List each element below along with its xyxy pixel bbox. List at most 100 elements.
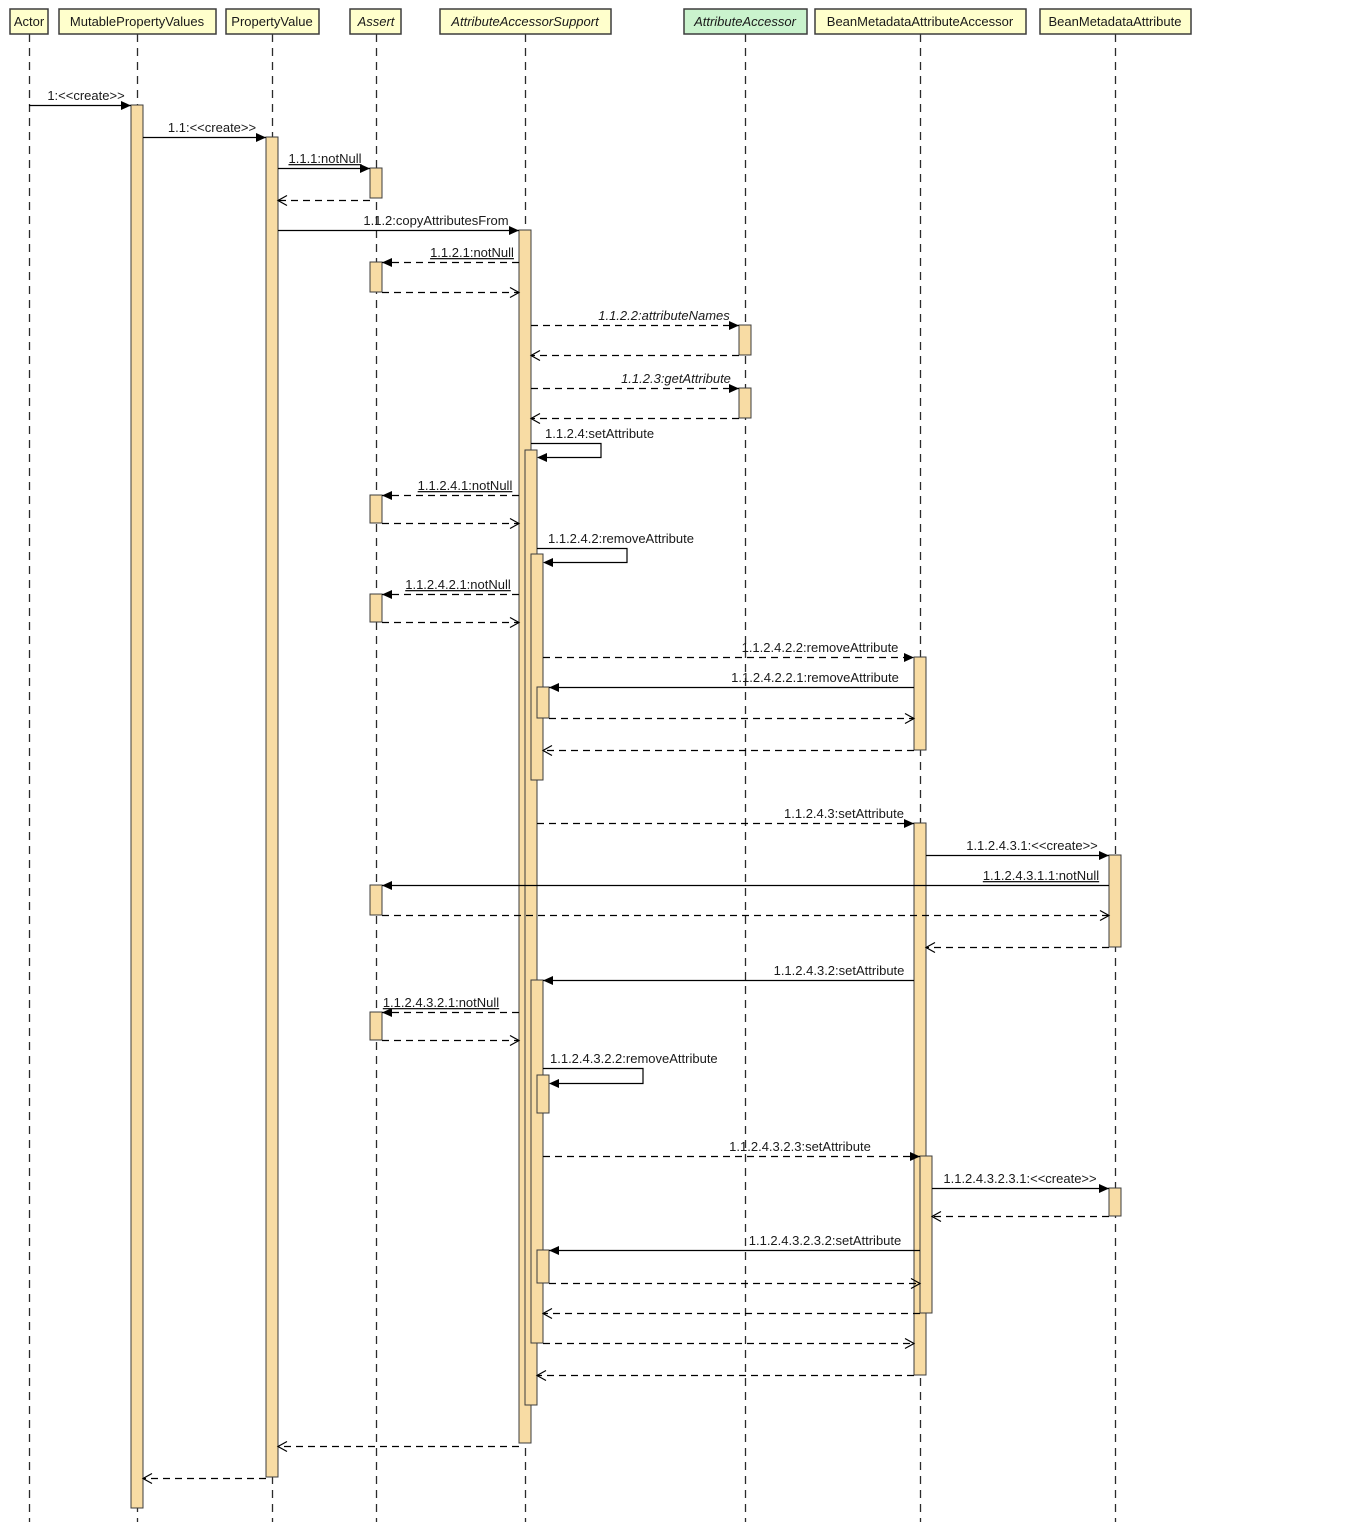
self-message-label: 1.1.2.4.2:removeAttribute bbox=[548, 531, 694, 546]
arrowhead-open bbox=[541, 744, 553, 757]
self-message-line bbox=[531, 442, 602, 459]
activation-bar bbox=[536, 686, 550, 719]
activation-bar bbox=[369, 261, 383, 293]
message-label: 1.1.2.4.3.2.3:setAttribute bbox=[729, 1139, 871, 1154]
arrowhead-filled bbox=[549, 1079, 559, 1088]
arrowhead-filled bbox=[509, 226, 519, 235]
participant-box-Actor bbox=[9, 8, 49, 35]
self-message-line bbox=[543, 1067, 644, 1085]
activation-bar bbox=[130, 104, 144, 1509]
message-label: 1.1.2.4.3.1:<<create>> bbox=[966, 838, 1098, 853]
arrowhead-open bbox=[509, 517, 521, 530]
activation-bar bbox=[913, 656, 927, 751]
arrowhead-open bbox=[910, 1277, 922, 1290]
activation-bar bbox=[1108, 854, 1122, 948]
arrowhead-filled bbox=[1099, 1184, 1109, 1193]
participant-label-BeanMetadataAttribute: BeanMetadataAttribute bbox=[1049, 14, 1182, 29]
arrowhead-filled bbox=[537, 453, 547, 462]
arrowhead-filled bbox=[729, 321, 739, 330]
activation-bar bbox=[738, 324, 752, 356]
arrowhead-filled bbox=[382, 491, 392, 500]
arrowhead-open bbox=[276, 194, 288, 207]
arrowhead-filled bbox=[382, 258, 392, 267]
participant-box-PropertyValue bbox=[225, 8, 320, 35]
participant-label-MutablePropertyValues: MutablePropertyValues bbox=[70, 14, 205, 29]
participant-label-AttributeAccessorSupport: AttributeAccessorSupport bbox=[450, 14, 600, 29]
participant-box-BeanMetadataAttributeAccessor bbox=[814, 8, 1027, 35]
arrowhead-open bbox=[509, 1034, 521, 1047]
arrowhead-open bbox=[529, 349, 541, 362]
activation-bar bbox=[369, 494, 383, 524]
message-label: 1.1.2.4.3.1.1:notNull bbox=[983, 868, 1099, 883]
activation-bar bbox=[530, 979, 544, 1344]
arrowhead-filled bbox=[549, 683, 559, 692]
activation-bar bbox=[369, 167, 383, 199]
message-label: 1.1.2.4.1:notNull bbox=[418, 478, 513, 493]
message-label: 1.1.2.3:getAttribute bbox=[621, 371, 731, 386]
message-label: 1.1.1:notNull bbox=[289, 151, 362, 166]
arrowhead-filled bbox=[543, 976, 553, 985]
message-label: 1.1.2.4.3.2.3.2:setAttribute bbox=[749, 1233, 902, 1248]
activation-bar bbox=[1108, 1187, 1122, 1217]
arrowhead-open bbox=[529, 412, 541, 425]
arrowhead-filled bbox=[729, 384, 739, 393]
activation-bar bbox=[369, 884, 383, 916]
participant-box-Assert bbox=[349, 8, 402, 35]
activation-bar bbox=[265, 136, 279, 1478]
self-message-line bbox=[537, 547, 628, 564]
self-message-label: 1.1.2.4.3.2.2:removeAttribute bbox=[550, 1051, 718, 1066]
message-label: 1.1.2.4.3.2.1:notNull bbox=[383, 995, 499, 1010]
arrowhead-open bbox=[276, 1440, 288, 1453]
message-label: 1:<<create>> bbox=[47, 88, 124, 103]
activation-bar bbox=[919, 1155, 933, 1314]
arrowhead-filled bbox=[256, 133, 266, 142]
participant-label-Assert: Assert bbox=[357, 14, 396, 29]
arrowhead-filled bbox=[904, 819, 914, 828]
activation-bar bbox=[530, 553, 544, 781]
arrowhead-open bbox=[924, 941, 936, 954]
arrowhead-open bbox=[904, 712, 916, 725]
arrowhead-filled bbox=[543, 558, 553, 567]
message-label: 1.1.2.4.2.2:removeAttribute bbox=[742, 640, 899, 655]
message-label: 1.1.2.1:notNull bbox=[430, 245, 514, 260]
participant-box-AttributeAccessor bbox=[683, 8, 808, 35]
arrowhead-filled bbox=[382, 881, 392, 890]
arrowhead-open bbox=[535, 1369, 547, 1382]
self-message-label: 1.1.2.4:setAttribute bbox=[545, 426, 654, 441]
message-label: 1.1:<<create>> bbox=[168, 120, 256, 135]
arrowhead-filled bbox=[1099, 851, 1109, 860]
arrowhead-open bbox=[141, 1472, 153, 1485]
arrowhead-open bbox=[1099, 909, 1111, 922]
participant-box-MutablePropertyValues bbox=[58, 8, 217, 35]
arrowhead-filled bbox=[360, 164, 370, 173]
participant-box-BeanMetadataAttribute bbox=[1039, 8, 1192, 35]
arrowhead-filled bbox=[910, 1152, 920, 1161]
arrowhead-open bbox=[509, 616, 521, 629]
message-label: 1.1.2.4.3.2.3.1:<<create>> bbox=[943, 1171, 1096, 1186]
message-label: 1.1.2.4.3:setAttribute bbox=[784, 806, 904, 821]
activation-bar bbox=[536, 1074, 550, 1114]
activation-bar bbox=[369, 1011, 383, 1041]
message-label: 1.1.2.2:attributeNames bbox=[598, 308, 730, 323]
arrowhead-filled bbox=[382, 590, 392, 599]
message-label: 1.1.2.4.2.2.1:removeAttribute bbox=[731, 670, 899, 685]
arrowhead-open bbox=[541, 1307, 553, 1320]
activation-bar bbox=[536, 1249, 550, 1284]
message-label: 1.1.2.4.2.1:notNull bbox=[405, 577, 511, 592]
activation-bar bbox=[369, 593, 383, 623]
activation-bar bbox=[738, 387, 752, 419]
participant-label-BeanMetadataAttributeAccessor: BeanMetadataAttributeAccessor bbox=[827, 14, 1014, 29]
arrowhead-filled bbox=[904, 653, 914, 662]
arrowhead-open bbox=[930, 1210, 942, 1223]
participant-label-PropertyValue: PropertyValue bbox=[231, 14, 312, 29]
message-label: 1.1.2:copyAttributesFrom bbox=[363, 213, 508, 228]
participant-label-AttributeAccessor: AttributeAccessor bbox=[693, 14, 797, 29]
arrowhead-filled bbox=[121, 101, 131, 110]
participant-box-AttributeAccessorSupport bbox=[439, 8, 612, 35]
arrowhead-open bbox=[509, 286, 521, 299]
arrowhead-filled bbox=[549, 1246, 559, 1255]
arrowhead-open bbox=[904, 1337, 916, 1350]
participant-label-Actor: Actor bbox=[14, 14, 45, 29]
